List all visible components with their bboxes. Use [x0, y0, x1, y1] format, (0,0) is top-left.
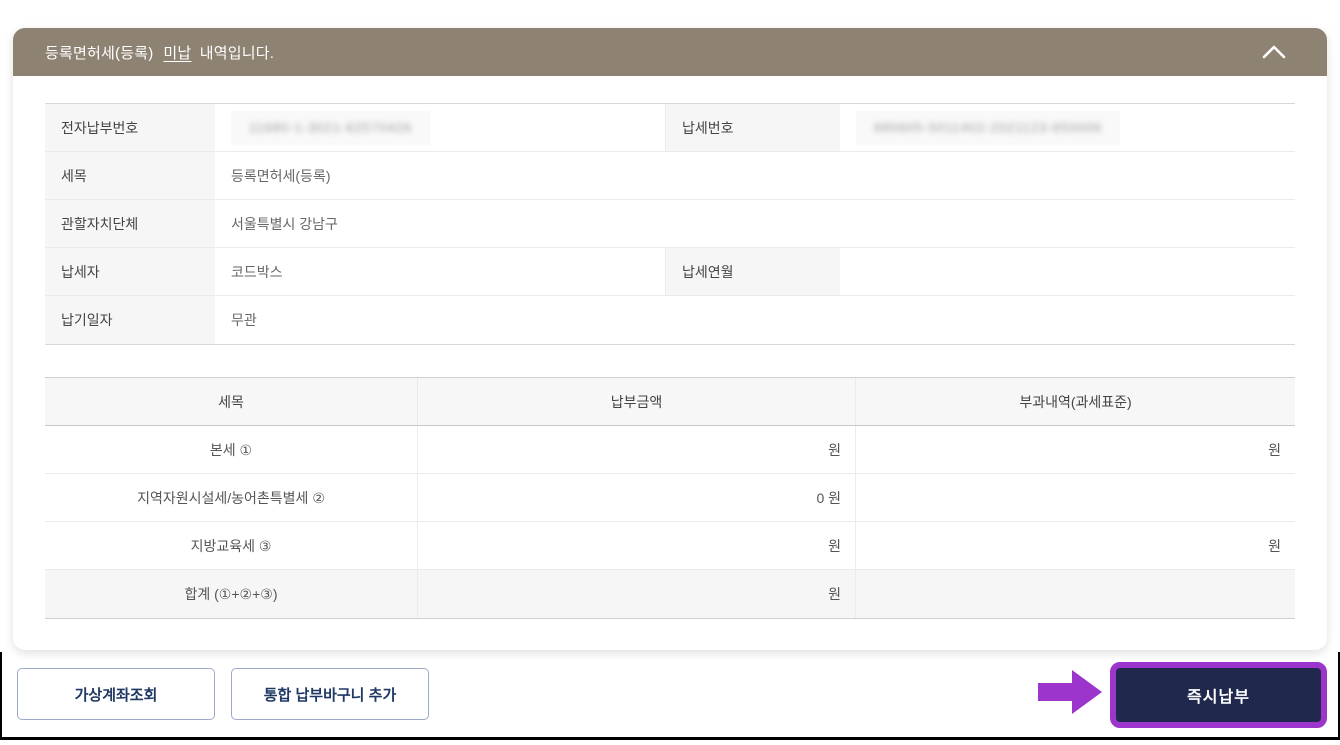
- amount-item: 합계 (①+②+③): [184, 586, 278, 602]
- amount-row-special-tax: 지역자원시설세/농어촌특별세 ② 0 원: [45, 474, 1295, 522]
- add-to-cart-button[interactable]: 통합 납부바구니 추가: [231, 668, 429, 720]
- tax-amount-table: 세목 납부금액 부과내역(과세표준) 본세 ① 원 원 지역자원시설세/농어촌특…: [45, 377, 1295, 619]
- redacted-value-box: 11680-1-3021-62570426: [231, 110, 431, 145]
- amount-header-amount: 납부금액: [417, 378, 855, 425]
- page-right-edge: [1338, 652, 1340, 740]
- panel-title-suffix: 내역입니다.: [199, 44, 275, 62]
- info-row-payment-number: 전자납부번호 11680-1-3021-62570426 납세번호 680605…: [45, 104, 1295, 152]
- info-value: 코드박스: [231, 263, 283, 280]
- virtual-account-button[interactable]: 가상계좌조회: [17, 668, 215, 720]
- info-value-redacted: 11680-1-3021-62570426: [215, 104, 665, 151]
- amount-value: 0 원: [417, 474, 855, 521]
- tax-detail-panel: 등록면허세(등록) 미납 내역입니다. 전자납부번호 11680-1-3021-6…: [13, 28, 1327, 650]
- amount-item: 지역자원시설세/농어촌특별세 ②: [137, 489, 325, 506]
- amount-value: 원: [417, 522, 855, 569]
- info-label: 납세번호: [665, 104, 840, 151]
- amount-base: 원: [855, 522, 1295, 569]
- arrow-right-icon: [1037, 667, 1103, 717]
- chevron-up-icon[interactable]: [1261, 43, 1287, 61]
- tax-info-table: 전자납부번호 11680-1-3021-62570426 납세번호 680605…: [45, 103, 1295, 345]
- info-value: 서울특별시 강남구: [231, 215, 338, 232]
- info-label: 세목: [45, 152, 215, 199]
- info-label: 납기일자: [45, 296, 215, 344]
- info-label: 납세자: [45, 248, 215, 295]
- panel-title-prefix: 등록면허세(등록): [45, 44, 154, 62]
- amount-header-base: 부과내역(과세표준): [855, 378, 1295, 425]
- info-row-due-date: 납기일자 무관: [45, 296, 1295, 344]
- amount-base: [855, 474, 1295, 521]
- info-value: 등록면허세(등록): [231, 167, 331, 184]
- amount-item: 지방교육세 ③: [190, 537, 272, 554]
- panel-title: 등록면허세(등록) 미납 내역입니다.: [45, 42, 274, 63]
- amount-base: [855, 570, 1295, 618]
- panel-title-emphasis: 미납: [163, 44, 192, 62]
- amount-row-total: 합계 (①+②+③) 원: [45, 570, 1295, 618]
- amount-base: 원: [855, 426, 1295, 473]
- amount-value: 원: [417, 426, 855, 473]
- info-row-district: 관할자치단체 서울특별시 강남구: [45, 200, 1295, 248]
- info-label: 납세연월: [665, 248, 840, 295]
- info-row-taxpayer: 납세자 코드박스 납세연월: [45, 248, 1295, 296]
- amount-value: 원: [417, 570, 855, 618]
- pay-now-button[interactable]: 즉시납부: [1110, 662, 1327, 728]
- redacted-value-box: 680605-5011402-2021123-650006: [856, 110, 1121, 145]
- info-value: 무관: [231, 312, 257, 328]
- panel-header[interactable]: 등록면허세(등록) 미납 내역입니다.: [13, 28, 1327, 76]
- info-value-redacted: 680605-5011402-2021123-650006: [840, 104, 1295, 151]
- amount-row-main-tax: 본세 ① 원 원: [45, 426, 1295, 474]
- page-left-edge: [0, 652, 2, 740]
- amount-header-item: 세목: [218, 393, 244, 410]
- info-value: [840, 248, 1295, 295]
- info-row-tax-item: 세목 등록면허세(등록): [45, 152, 1295, 200]
- panel-body: 전자납부번호 11680-1-3021-62570426 납세번호 680605…: [13, 76, 1327, 619]
- action-buttons: 가상계좌조회 통합 납부바구니 추가: [17, 668, 429, 720]
- info-label: 관할자치단체: [45, 200, 215, 247]
- amount-item: 본세 ①: [209, 441, 253, 458]
- amount-row-education-tax: 지방교육세 ③ 원 원: [45, 522, 1295, 570]
- amount-table-header: 세목 납부금액 부과내역(과세표준): [45, 378, 1295, 426]
- page-bottom-divider: [0, 737, 1340, 740]
- info-label: 전자납부번호: [45, 104, 215, 151]
